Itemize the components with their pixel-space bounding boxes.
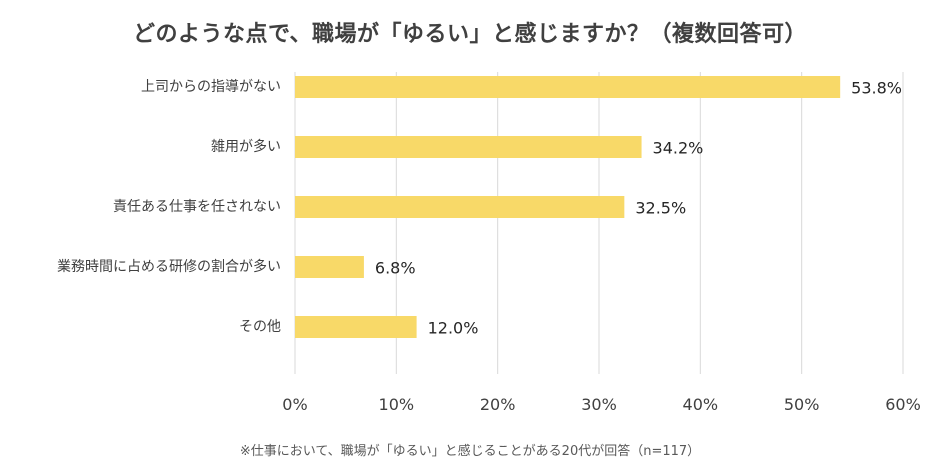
- bars: [295, 76, 841, 338]
- value-label: 6.8%: [375, 259, 416, 278]
- category-labels: 上司からの指導がない雑用が多い責任ある仕事を任されない業務時間に占める研修の割合…: [57, 79, 281, 335]
- category-label: 雑用が多い: [211, 138, 281, 155]
- value-label: 53.8%: [851, 79, 902, 98]
- bar: [295, 256, 364, 278]
- x-axis-tick-labels: 0% 10% 20% 30% 40% 50% 60%: [282, 395, 920, 414]
- chart-title: どのような点で、職場が「ゆるい」と感じますか？（複数回答可）: [132, 22, 808, 47]
- x-tick-label: 20%: [480, 395, 516, 414]
- chart-footnote: ※仕事において、職場が「ゆるい」と感じることがある20代が回答（n=117）: [239, 444, 701, 459]
- bar: [295, 136, 642, 158]
- x-tick-label: 50%: [784, 395, 820, 414]
- bar: [295, 76, 841, 98]
- x-tick-label: 0%: [282, 395, 307, 414]
- x-tick-label: 10%: [379, 395, 415, 414]
- x-tick-label: 60%: [885, 395, 921, 414]
- bar: [295, 316, 417, 338]
- gridlines: [294, 72, 904, 374]
- value-label: 32.5%: [635, 199, 686, 218]
- category-label: 責任ある仕事を任されない: [113, 199, 281, 215]
- value-label: 34.2%: [653, 139, 704, 158]
- x-tick-label: 40%: [683, 395, 719, 414]
- category-label: 業務時間に占める研修の割合が多い: [57, 258, 281, 275]
- value-labels: 53.8% 34.2% 32.5% 6.8% 12.0%: [375, 79, 902, 338]
- value-label: 12.0%: [428, 319, 479, 338]
- category-label: 上司からの指導がない: [141, 79, 281, 95]
- x-tick-label: 30%: [581, 395, 617, 414]
- category-label: その他: [239, 319, 281, 335]
- bar: [295, 196, 625, 218]
